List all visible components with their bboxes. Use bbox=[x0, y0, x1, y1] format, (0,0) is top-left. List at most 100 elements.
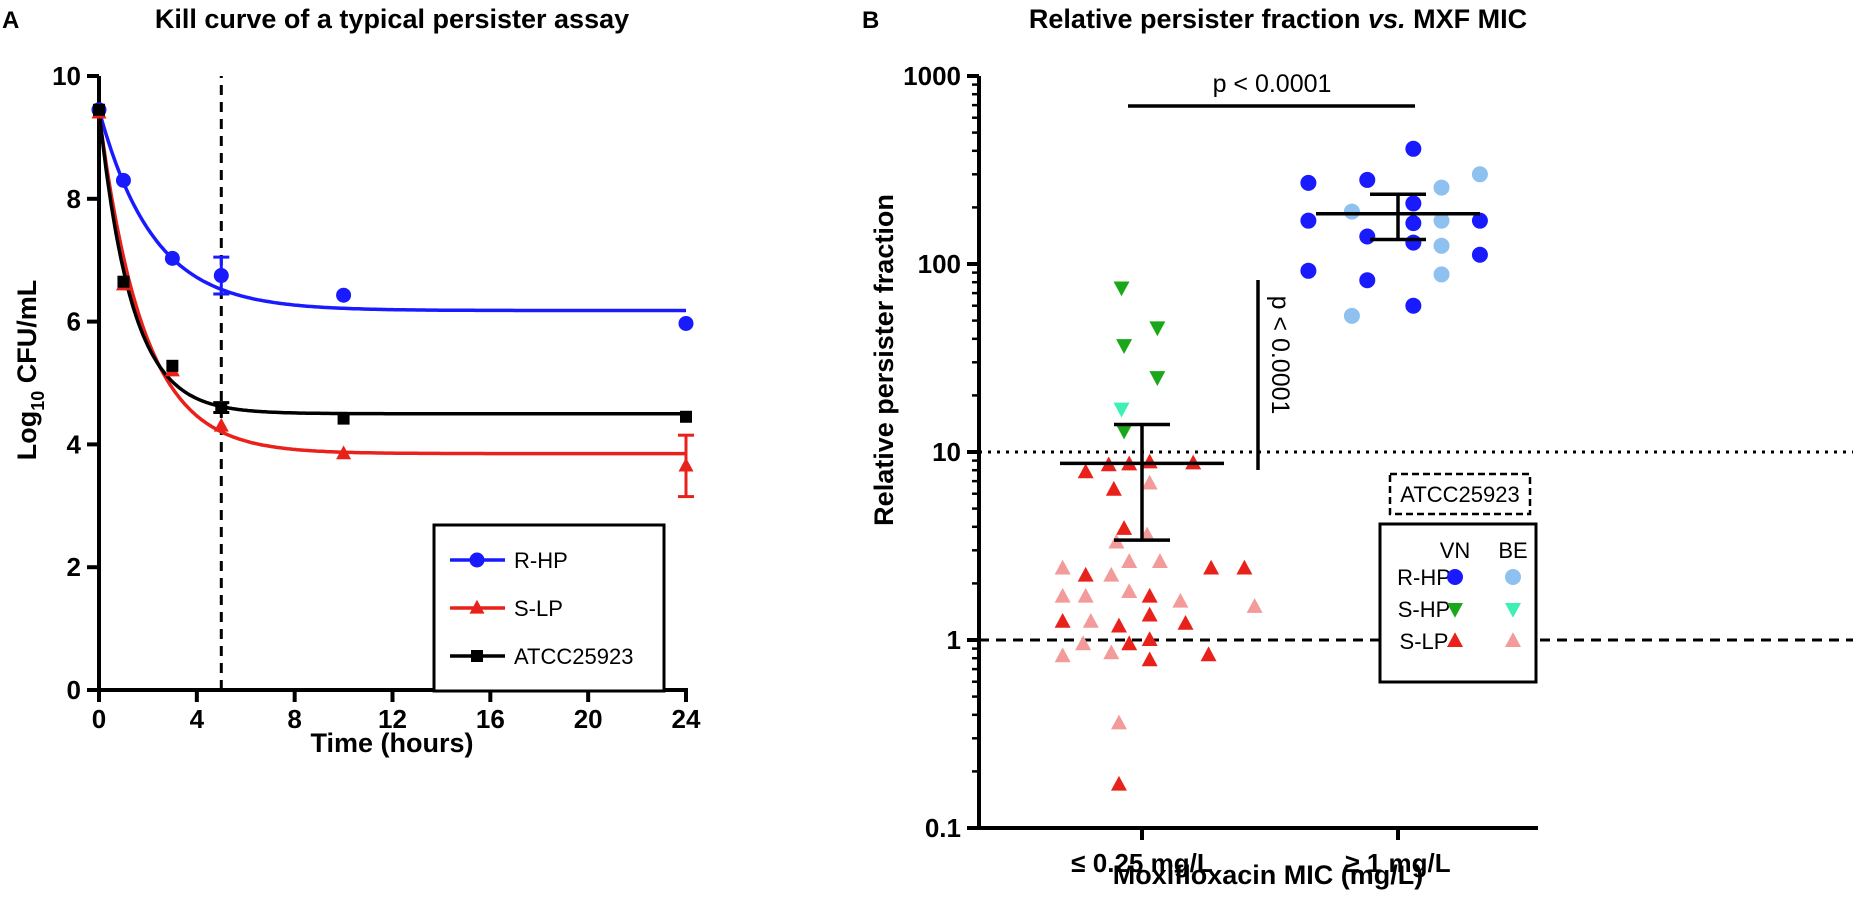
data-point-r-hp-vn bbox=[1405, 215, 1422, 232]
panel-a-xtick-label: 8 bbox=[287, 704, 301, 734]
panel-a-ylabel: Log10 CFU/mL bbox=[12, 280, 48, 461]
panel-a-ytick-label: 6 bbox=[67, 307, 81, 337]
data-point-atcc25923 bbox=[215, 401, 228, 414]
legend-row-r-hp: R-HP bbox=[1397, 565, 1451, 590]
data-point-s-lp-be bbox=[1151, 553, 1168, 568]
panel-a-xtick-label: 20 bbox=[574, 704, 603, 734]
data-point-s-lp-vn bbox=[1141, 651, 1158, 667]
data-point-r-hp bbox=[213, 268, 229, 284]
data-point-r-hp-be bbox=[1433, 179, 1450, 196]
data-point-r-hp bbox=[336, 287, 352, 303]
panel-b-axes: 0.1 1 10 100 1000 ≤ 0.25 mg/L ≥ 1 mg/L bbox=[903, 61, 1538, 878]
panel-b-label: B bbox=[862, 7, 879, 34]
panel-a-legend: R-HP S-LP ATCC25923 bbox=[432, 523, 666, 693]
legend-marker-s-hp-vn bbox=[1447, 603, 1463, 618]
data-point-atcc25923 bbox=[117, 275, 130, 288]
data-point-r-hp-be bbox=[1343, 203, 1360, 220]
data-point-r-hp-be bbox=[1471, 166, 1488, 183]
legend-col-be: BE bbox=[1498, 538, 1527, 563]
panel-b-data bbox=[979, 104, 1853, 791]
data-point-atcc25923 bbox=[93, 103, 105, 116]
data-point-s-lp-vn bbox=[1121, 635, 1138, 651]
panel-a-ytick-label: 4 bbox=[67, 429, 82, 459]
legend-marker-s-lp bbox=[469, 599, 485, 614]
data-point-s-lp-be bbox=[1121, 553, 1138, 568]
legend-marker-s-lp-be bbox=[1505, 632, 1521, 647]
data-point-s-lp-be bbox=[1110, 714, 1127, 730]
data-point-r-hp-vn bbox=[1405, 297, 1422, 314]
data-point-s-hp-vn bbox=[1116, 424, 1133, 440]
data-point-s-lp-vn bbox=[1141, 631, 1158, 646]
data-point-s-lp-vn bbox=[1203, 559, 1220, 575]
data-point-atcc25923 bbox=[166, 359, 179, 372]
data-point-s-hp-vn bbox=[1149, 321, 1166, 337]
data-point-r-hp-vn bbox=[1359, 171, 1376, 188]
panel-a-xtick-label: 12 bbox=[378, 704, 407, 734]
data-point-s-lp-vn bbox=[1141, 606, 1158, 622]
data-point-s-lp-be bbox=[1246, 598, 1263, 613]
legend-label-r-hp: R-HP bbox=[514, 548, 568, 573]
panel-b-ytick-label: 1 bbox=[947, 625, 961, 655]
data-point-s-lp-be bbox=[1075, 635, 1092, 651]
panel-a-data bbox=[91, 76, 694, 690]
data-point-r-hp-vn bbox=[1405, 140, 1422, 157]
data-point-r-hp-vn bbox=[1300, 262, 1317, 279]
data-point-r-hp-vn bbox=[1405, 195, 1422, 212]
legend-row-s-lp: S-LP bbox=[1400, 629, 1449, 654]
data-point-s-lp bbox=[678, 457, 694, 472]
panel-a-xtick-label: 24 bbox=[672, 704, 701, 734]
data-point-s-hp-be bbox=[1113, 402, 1130, 418]
panel-a-ytick-label: 0 bbox=[67, 675, 81, 705]
data-point-r-hp bbox=[164, 250, 180, 266]
panel-a-xtick-label: 0 bbox=[92, 704, 106, 734]
data-point-s-lp-vn bbox=[1077, 566, 1094, 582]
panel-b: B Relative persister fraction vs. MXF MI… bbox=[862, 4, 1853, 890]
panel-a-ytick-label: 10 bbox=[52, 61, 81, 91]
legend-marker-r-hp bbox=[469, 552, 485, 568]
data-point-s-lp-be bbox=[1172, 592, 1189, 608]
data-point-s-lp-vn bbox=[1110, 617, 1127, 633]
data-point-s-lp-vn bbox=[1054, 612, 1071, 628]
panel-a-xlabel: Time (hours) bbox=[310, 728, 473, 758]
data-point-r-hp-be bbox=[1433, 266, 1450, 283]
data-point-s-lp-vn bbox=[1116, 520, 1133, 535]
data-point-s-lp-vn bbox=[1110, 775, 1127, 791]
data-point-s-lp-vn bbox=[1105, 480, 1122, 496]
data-point-s-lp bbox=[213, 417, 229, 432]
fit-curve-atcc25923 bbox=[97, 109, 686, 416]
data-point-s-lp-be bbox=[1103, 644, 1120, 660]
data-point-s-lp-vn bbox=[1236, 559, 1253, 575]
data-point-r-hp-vn bbox=[1300, 174, 1317, 191]
data-point-s-lp-be bbox=[1141, 474, 1158, 490]
panel-b-ylabel: Relative persister fraction bbox=[869, 194, 899, 526]
panel-a-label: A bbox=[2, 7, 19, 34]
data-point-r-hp-vn bbox=[1359, 228, 1376, 245]
legend-marker-s-lp-vn bbox=[1447, 632, 1463, 647]
panel-a-title: Kill curve of a typical persister assay bbox=[155, 4, 629, 34]
data-point-r-hp-vn bbox=[1471, 212, 1488, 229]
legend-marker-atcc25923 bbox=[471, 650, 483, 662]
data-point-s-lp-be bbox=[1077, 587, 1094, 603]
data-point-s-hp-vn bbox=[1149, 371, 1166, 386]
data-point-s-lp-be bbox=[1082, 612, 1099, 628]
legend-row-s-hp: S-HP bbox=[1398, 597, 1451, 622]
data-point-s-lp-be bbox=[1054, 647, 1071, 663]
legend-label-s-lp: S-LP bbox=[514, 596, 563, 621]
data-point-r-hp-be bbox=[1433, 212, 1450, 229]
legend-col-vn: VN bbox=[1440, 538, 1471, 563]
data-point-s-lp-be bbox=[1054, 559, 1071, 575]
legend-marker-r-hp-be bbox=[1505, 569, 1521, 585]
data-point-r-hp-be bbox=[1343, 307, 1360, 324]
data-point-s-lp-be bbox=[1121, 583, 1138, 599]
data-point-r-hp-vn bbox=[1300, 212, 1317, 229]
panel-b-xtick-label: ≤ 0.25 mg/L bbox=[1071, 848, 1213, 878]
data-point-r-hp-vn bbox=[1359, 272, 1376, 289]
data-point-r-hp-be bbox=[1433, 237, 1450, 254]
data-point-r-hp bbox=[115, 172, 131, 188]
p-value-horizontal: p < 0.0001 bbox=[1213, 70, 1332, 98]
panel-a: A Kill curve of a typical persister assa… bbox=[2, 4, 701, 758]
panel-b-xlabel: Moxifloxacin MIC (mg/L) bbox=[1113, 860, 1424, 890]
data-point-s-hp-vn bbox=[1116, 339, 1133, 354]
data-point-s-lp-be bbox=[1103, 566, 1120, 582]
